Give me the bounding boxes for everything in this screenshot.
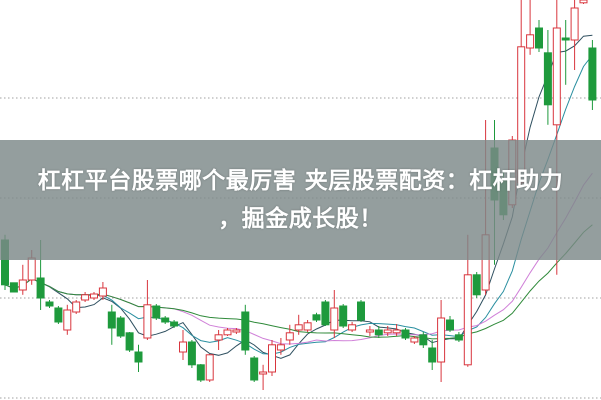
candle-down [472, 274, 481, 296]
candle-up [179, 341, 187, 353]
candle-up [143, 304, 152, 339]
candle-up [303, 322, 312, 331]
candle-up [463, 274, 472, 366]
candle-up [259, 371, 268, 375]
candle-down [196, 364, 205, 381]
candle-down [535, 27, 543, 49]
title-banner: 杠杠平台股票哪个最厉害 夹层股票配资：杠杆助力 ，掘金成长股！ [0, 140, 601, 260]
candle-up [18, 279, 27, 291]
candle-up [348, 324, 357, 331]
candle-down [543, 52, 552, 106]
candle-down [54, 307, 63, 323]
candle-down [321, 301, 330, 326]
candle-up [214, 334, 223, 341]
candle-down [9, 282, 18, 293]
candle-up [579, 0, 588, 4]
candle-down [588, 47, 597, 101]
candle-up [365, 329, 374, 333]
candle-down [170, 321, 179, 327]
candle-up [330, 307, 339, 331]
candle-down [116, 317, 125, 337]
candle-down [125, 332, 134, 351]
candle-down [250, 357, 259, 381]
candle-down [374, 329, 383, 336]
candle-up [570, 7, 579, 41]
candle-down [45, 301, 54, 307]
title-line-1: 杠杠平台股票哪个最厉害 夹层股票配资：杠杆助力 [37, 168, 564, 194]
candle-up [410, 337, 419, 343]
candle-up [223, 329, 232, 336]
candle-up [27, 257, 36, 281]
candle-up [268, 344, 276, 373]
candle-up [285, 332, 294, 341]
candle-up [98, 287, 107, 297]
candle-up [63, 309, 72, 331]
candle-up [90, 293, 98, 299]
candle-down [312, 314, 321, 321]
candle-up [72, 301, 81, 313]
candle-up [552, 27, 561, 126]
candle-up [294, 324, 303, 331]
candle-up [81, 294, 90, 301]
candle-down [401, 329, 410, 339]
candle-up [526, 34, 535, 49]
candle-down [428, 347, 437, 363]
title-line-2: ，掘金成长股！ [218, 206, 383, 232]
candle-down [446, 319, 454, 331]
candle-down [152, 305, 161, 319]
candle-down [107, 311, 116, 329]
candle-up [437, 317, 446, 363]
candle-down [454, 334, 463, 341]
candle-down [161, 317, 170, 323]
candle-down [187, 341, 196, 366]
candle-up [392, 329, 401, 334]
candle-down [339, 305, 348, 327]
candle-down [134, 351, 143, 363]
candle-down [561, 37, 570, 41]
candle-down [36, 277, 45, 299]
candle-up [276, 344, 285, 351]
candle-down [419, 334, 428, 346]
candle-down [241, 311, 250, 351]
candle-down [357, 301, 365, 321]
candle-up [383, 329, 392, 334]
candle-up [232, 329, 241, 333]
candle-up [205, 354, 214, 381]
